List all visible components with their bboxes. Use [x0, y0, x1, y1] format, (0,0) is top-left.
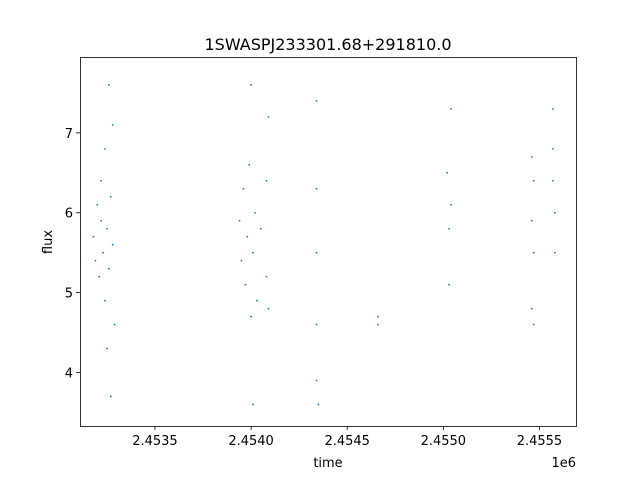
data-point — [530, 307, 533, 310]
data-point — [446, 171, 449, 174]
data-point — [315, 100, 318, 102]
data-point — [240, 259, 243, 262]
data-point — [265, 275, 268, 278]
data-point — [96, 203, 99, 206]
data-point — [107, 267, 110, 270]
x-axis-label: time — [313, 456, 342, 471]
data-point — [111, 243, 114, 246]
x-axis-ticks: 2.4535 2.4540 2.4545 2.4550 2.4555 — [132, 426, 562, 449]
data-point — [553, 211, 556, 214]
x-tick-label: 2.4550 — [421, 434, 467, 449]
data-point — [315, 187, 318, 190]
data-point — [252, 403, 254, 406]
y-axis-label: flux — [41, 230, 56, 254]
data-point — [317, 403, 320, 406]
chart-title: 1SWASPJ233301.68+291810.0 — [204, 35, 451, 54]
plot-area-frame — [80, 57, 577, 427]
y-tick-label: 4 — [65, 366, 73, 381]
data-point — [252, 251, 254, 254]
data-point — [107, 84, 110, 86]
data-point — [553, 251, 556, 254]
data-point — [102, 251, 104, 254]
data-point — [248, 163, 251, 166]
x-tick-label: 2.4555 — [517, 434, 563, 449]
data-point — [238, 219, 241, 222]
data-point — [244, 283, 247, 286]
data-point — [113, 323, 116, 326]
data-point — [552, 147, 554, 150]
data-point — [100, 179, 103, 182]
y-axis-ticks: 4 5 6 7 — [65, 127, 80, 381]
data-point — [92, 235, 95, 238]
data-point — [109, 395, 112, 398]
data-point — [250, 84, 253, 86]
data-point — [259, 227, 262, 230]
data-point — [450, 203, 452, 206]
data-point — [267, 116, 270, 118]
x-axis-offset-label: 1e6 — [551, 456, 576, 471]
data-point — [377, 315, 379, 318]
data-point — [530, 219, 533, 222]
data-point — [552, 108, 554, 110]
data-point — [246, 235, 249, 238]
data-point — [104, 299, 106, 302]
data-point — [448, 227, 451, 230]
data-point — [265, 179, 268, 182]
data-point — [532, 179, 535, 182]
data-point — [109, 195, 112, 198]
y-tick-label: 6 — [65, 207, 73, 222]
data-point — [315, 251, 318, 254]
data-point — [111, 123, 114, 126]
data-point — [530, 155, 533, 158]
x-tick-label: 2.4535 — [132, 434, 178, 449]
data-point — [552, 179, 554, 182]
data-point — [254, 211, 256, 214]
data-point — [448, 283, 451, 286]
data-point — [250, 315, 253, 318]
y-tick-label: 5 — [65, 287, 73, 302]
data-point — [104, 147, 106, 150]
data-point — [106, 227, 108, 230]
data-point — [315, 379, 318, 382]
data-point — [100, 219, 103, 222]
x-tick-label: 2.4545 — [324, 434, 370, 449]
data-point — [94, 259, 97, 262]
data-point — [98, 275, 101, 278]
data-point — [106, 347, 108, 350]
data-point — [532, 323, 535, 326]
data-point — [242, 187, 245, 190]
data-point — [315, 323, 318, 326]
data-point — [267, 307, 270, 310]
data-point — [450, 108, 452, 110]
scatter-points — [92, 84, 556, 406]
x-tick-label: 2.4540 — [228, 434, 274, 449]
data-point — [532, 251, 535, 254]
data-point — [255, 299, 258, 302]
data-point — [377, 323, 379, 326]
y-tick-label: 7 — [65, 127, 73, 142]
